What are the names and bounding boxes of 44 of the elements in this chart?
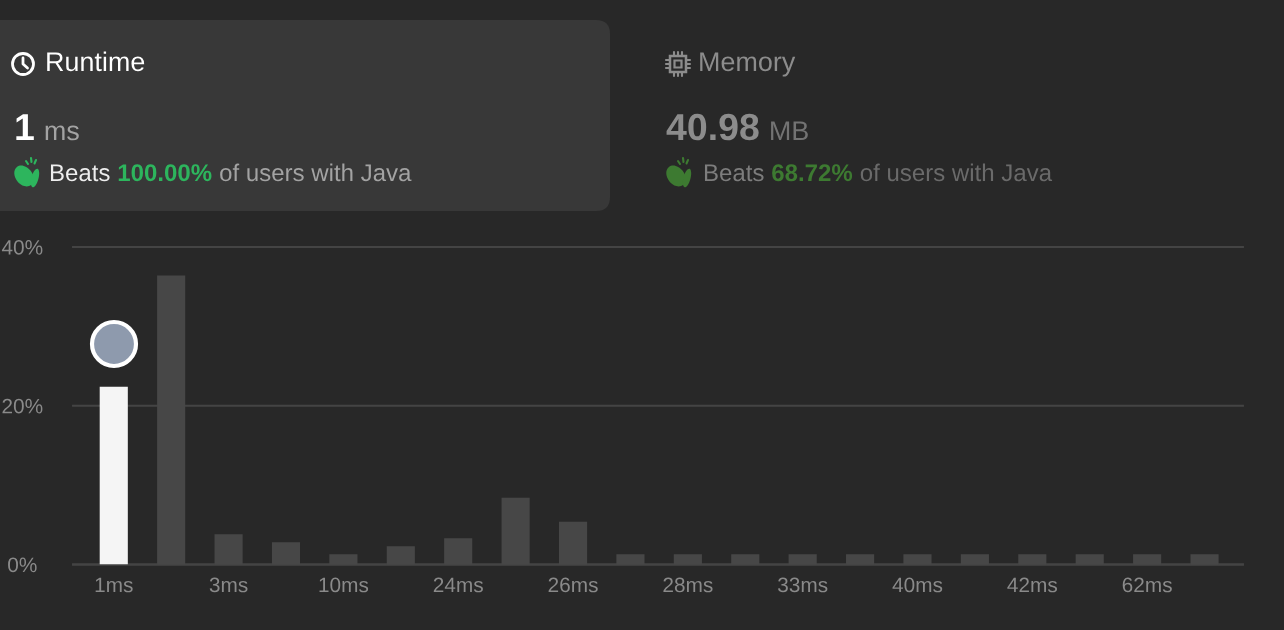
- x-tick-label: 26ms: [548, 577, 598, 593]
- text: of users with Java: [220, 163, 412, 182]
- bar: [616, 554, 645, 565]
- text: of users with Java: [860, 163, 1053, 182]
- bar: [271, 542, 301, 565]
- text: Memory: [700, 52, 796, 77]
- y-tick-label: 0%: [8, 557, 37, 573]
- bar: [903, 554, 932, 565]
- x-tick-label: 24ms: [433, 577, 483, 593]
- text: Runtime: [47, 51, 145, 72]
- bar: [99, 386, 128, 565]
- bar: [673, 554, 702, 565]
- text: ms: [45, 125, 79, 141]
- bar: [1190, 554, 1219, 565]
- x-tick-label: 62ms: [1122, 577, 1172, 593]
- bar: [731, 554, 760, 565]
- x-tick-label: 42ms: [1007, 577, 1058, 593]
- text: 1: [16, 114, 34, 140]
- text: 100.00%: [118, 164, 212, 182]
- text: 68.72%: [772, 164, 853, 182]
- bar: [788, 554, 817, 565]
- bar: [960, 554, 989, 565]
- y-tick-label: 20%: [2, 398, 43, 414]
- x-tick-label: 10ms: [319, 577, 369, 593]
- bar: [214, 534, 243, 565]
- x-tick-label: 28ms: [663, 577, 713, 593]
- text: 40.98: [666, 113, 759, 141]
- y-tick-label: 40%: [1, 240, 43, 255]
- bar: [1018, 554, 1047, 565]
- bar: [501, 497, 530, 565]
- x-tick-label: 40ms: [892, 577, 943, 593]
- x-tick-label: 3ms: [209, 577, 248, 593]
- bar: [444, 538, 473, 565]
- bar: [846, 554, 875, 565]
- bar: [386, 546, 415, 565]
- x-tick-label: 33ms: [778, 577, 828, 593]
- text: MB: [771, 121, 808, 140]
- bar: [1133, 554, 1162, 565]
- x-tick-label: 1ms: [95, 577, 133, 593]
- text: Beats: [50, 164, 110, 182]
- bar: [329, 554, 358, 565]
- text: Beats: [704, 164, 764, 182]
- bar: [558, 521, 588, 565]
- bar: [1075, 554, 1104, 565]
